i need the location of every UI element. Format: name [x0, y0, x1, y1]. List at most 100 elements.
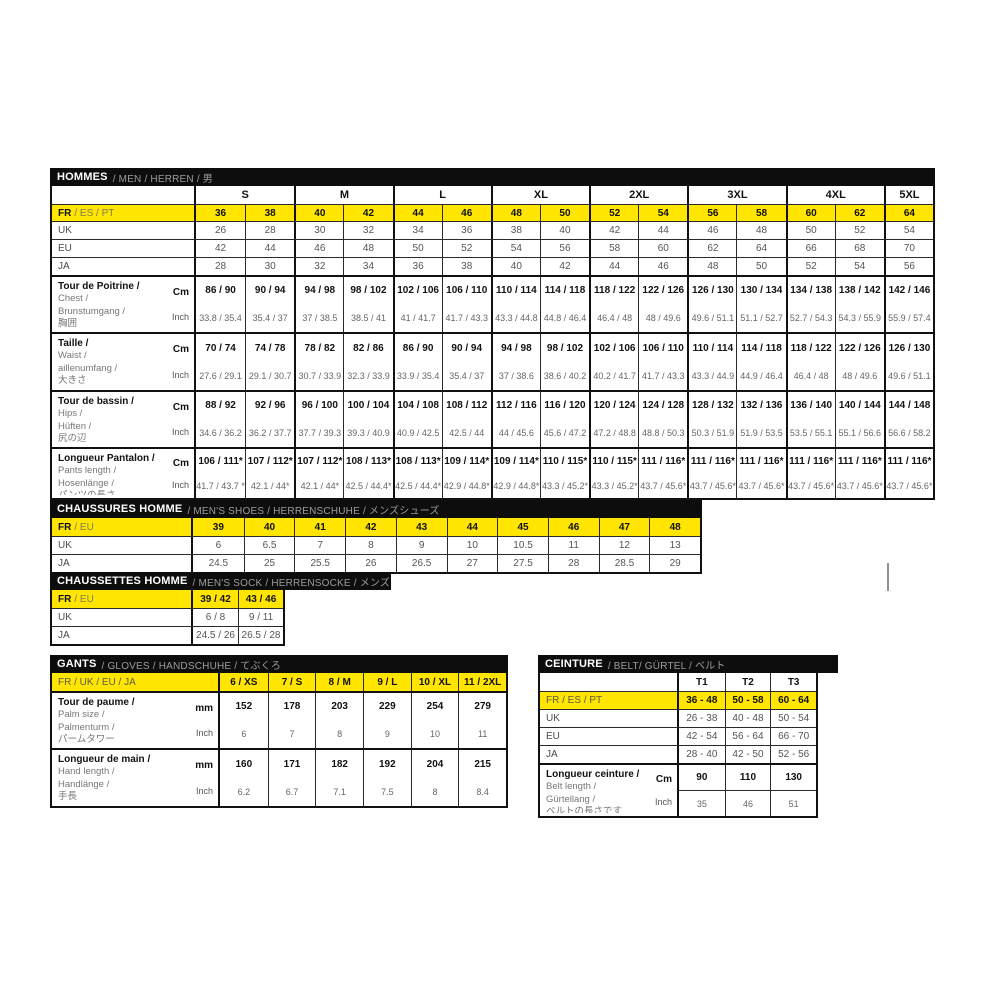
- inch-cell: 40.9 / 42.5: [392, 419, 442, 447]
- mm-cell: 182: [315, 750, 363, 778]
- size-cell: 44: [638, 222, 687, 239]
- row-label: JA: [52, 555, 193, 572]
- size-group-cell: T3: [770, 673, 816, 691]
- cm-cell: 138 / 142: [834, 277, 884, 305]
- size-cell: 40: [539, 222, 589, 239]
- row-label: EU: [52, 240, 196, 257]
- cm-cell: 108 / 112: [441, 392, 491, 420]
- cm-cell: 110 / 115*: [589, 449, 638, 474]
- size-cell: 42: [345, 518, 396, 536]
- men-fr-values: 36 38 40 42 44 46 48 50 52 54 56 58 60 62 64: [196, 205, 933, 221]
- size-cell: 36: [392, 258, 442, 275]
- size-cell: 9 / L: [363, 673, 411, 691]
- cm-cell: 98 / 102: [343, 277, 392, 305]
- inch-cell: 35.4 / 37: [245, 304, 294, 332]
- row-label: JA: [52, 258, 196, 275]
- cm-cell: 128 / 132: [687, 392, 736, 420]
- row-label: JA: [540, 746, 679, 763]
- inch-cell: 51.1 / 52.7: [736, 304, 785, 332]
- shoes-uk-values: 6 6.5 7 8 9 10 10.5 11 12 13: [193, 537, 700, 554]
- size-cell: 48: [736, 222, 785, 239]
- mm-cell: 203: [315, 693, 363, 721]
- row-label: UK: [52, 537, 193, 554]
- cm-cell: 126 / 130: [883, 334, 933, 362]
- size-cell: 39: [212, 521, 224, 533]
- belt-row-ja: JA 28 - 40 42 - 50 52 - 56: [540, 745, 816, 763]
- cm-cell: 122 / 126: [834, 334, 884, 362]
- belt-table: CEINTURE / BELT/ GÜRTEL / ベルト T1 T2 T3 FR …: [538, 655, 838, 818]
- size-cell: 12: [598, 537, 650, 554]
- size-cell: 45: [497, 518, 548, 536]
- mm-cell: 254: [410, 693, 459, 721]
- measure-values: 152 178 203 229 254 279 6 7 8 9 10 11: [220, 693, 506, 748]
- measure-label: Longueur de main / Hand length / Handlän…: [52, 750, 220, 806]
- men-pants-length-block: Longueur Pantalon / Pants length / Hosen…: [52, 447, 933, 498]
- cm-cell: 107 / 112*: [245, 449, 294, 474]
- inch-cell: 55.1 / 56.6: [834, 419, 884, 447]
- gloves-palm-block: Tour de paume / Palm size / Palmenturm /…: [52, 691, 506, 748]
- inch-cell: 29.1 / 30.7: [245, 362, 294, 390]
- inch-cell: 38.6 / 40.2: [539, 362, 589, 390]
- cm-cell: 86 / 90: [392, 334, 442, 362]
- cm-cell: 78 / 82: [294, 334, 343, 362]
- size-cell: 27.5: [497, 555, 548, 572]
- measure-values: 90 110 130 35 46 51: [679, 765, 816, 816]
- cm-cell: 132 / 136: [736, 392, 785, 420]
- row-label-bold: FR: [58, 207, 72, 219]
- men-row-uk: UK 26 28 30 32 34 36 38 40 42 44 46 48 50 52 54: [52, 221, 933, 239]
- inch-cell: 53.5 / 55.1: [785, 419, 835, 447]
- gloves-title-secondary: / GLOVES / HANDSCHUHE / てぶくろ: [101, 660, 282, 672]
- cm-cell: 122 / 126: [638, 277, 687, 305]
- size-cell: 48: [687, 258, 736, 275]
- inch-cell: 55.9 / 57.4: [883, 304, 933, 332]
- cm-cell: 90 / 94: [245, 277, 294, 305]
- inch-cell: 56.6 / 58.2: [883, 419, 933, 447]
- cm-cell: 88 / 92: [205, 400, 236, 412]
- inch-cell: 27.6 / 29.1: [199, 371, 242, 381]
- inch-cell: 42.5 / 44.4*: [343, 473, 392, 498]
- row-label: JA: [52, 627, 193, 644]
- size-cell: 46: [441, 205, 491, 221]
- cm-cell: 108 / 113*: [392, 449, 442, 474]
- inch-cell: 46: [724, 791, 771, 816]
- inch-cell: 42.9 / 44.8*: [490, 473, 540, 498]
- size-cell: 11 / 2XL: [458, 673, 506, 691]
- size-cell: 42: [589, 222, 638, 239]
- inch-cell: 52.7 / 54.3: [785, 304, 835, 332]
- size-cell: 38: [490, 222, 540, 239]
- inch-cell: 7.5: [363, 778, 411, 806]
- inch-cell: 9: [363, 720, 411, 748]
- measure-units: Cm Inch: [171, 344, 189, 380]
- inch-cell: 43.3 / 44.9: [687, 362, 736, 390]
- inch-cell: 32.3 / 33.9: [343, 362, 392, 390]
- inch-cell: 43.7 / 45.6*: [834, 473, 884, 498]
- size-cell: 26 - 38: [686, 713, 718, 724]
- mm-cell: 160: [235, 758, 253, 770]
- inch-cell: 41.7 / 43.3: [441, 304, 491, 332]
- shoes-row-fr-eu: FR / EU 39 40 41 42 43 44 45 46 47 48: [52, 518, 700, 536]
- cm-cell: 140 / 144: [834, 392, 884, 420]
- socks-row-fr-eu: FR / EU 39 / 42 43 / 46: [52, 590, 283, 608]
- size-cell: 48: [490, 205, 540, 221]
- size-cell: 64: [736, 240, 785, 257]
- cm-cell: 130 / 134: [736, 277, 785, 305]
- measure-label-text: Longueur Pantalon / Pants length / Hosen…: [58, 453, 155, 495]
- size-cell: 42 - 54: [686, 731, 718, 742]
- inch-cell: 47.2 / 48.8: [589, 419, 638, 447]
- size-cell: 10.5: [497, 537, 548, 554]
- gloves-table: GANTS / GLOVES / HANDSCHUHE / てぶくろ FR / …: [50, 655, 508, 808]
- inch-cell: 36.2 / 37.7: [245, 419, 294, 447]
- row-label-rest: / ES / PT: [74, 207, 115, 219]
- inch-cell: 40.2 / 41.7: [589, 362, 638, 390]
- inch-cell: 41.7 / 43.7 *: [196, 480, 245, 491]
- cm-cell: 100 / 104: [343, 392, 392, 420]
- size-cell: 48: [649, 518, 700, 536]
- size-cell: 42: [539, 258, 589, 275]
- measure-units: mm Inch: [195, 760, 213, 796]
- belt-table-body: T1 T2 T3 FR / ES / PT 36 - 48 50 - 58 60 - 6…: [538, 673, 818, 818]
- size-cell: 43 / 46: [238, 590, 283, 608]
- inch-cell: 6.7: [267, 778, 316, 806]
- cm-cell: 110 / 114: [687, 334, 736, 362]
- measure-values: 160 171 182 192 204 215 6.2 6.7 7.1 7.5 8 8.4: [220, 750, 506, 806]
